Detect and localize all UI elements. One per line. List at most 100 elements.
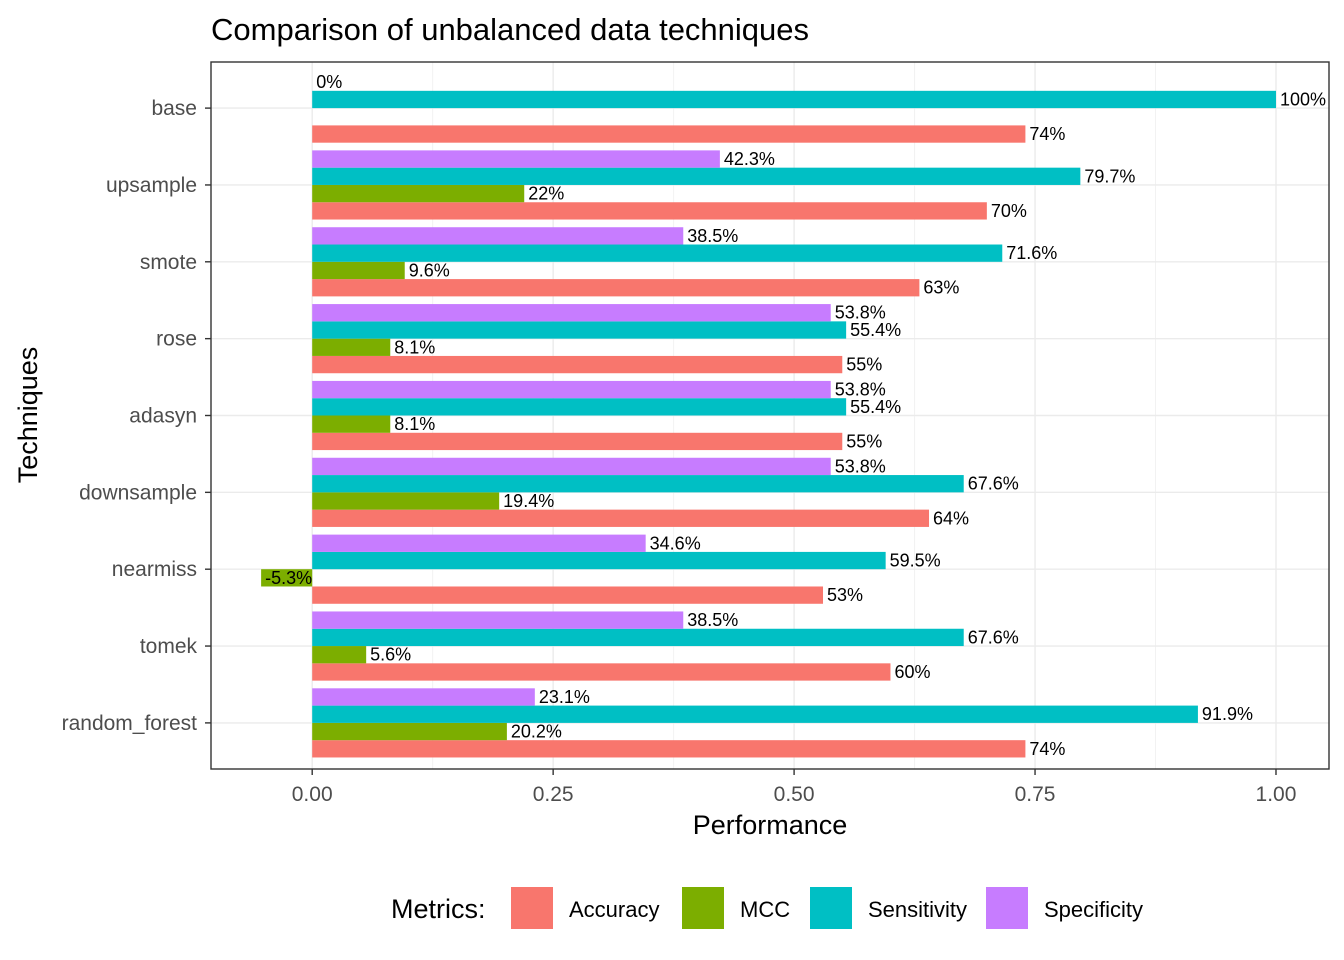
bar-label: 74% [1029,124,1065,144]
bar-sensitivity-smote [312,244,1003,262]
bar-label: 38.5% [687,610,738,630]
bars [261,90,1276,758]
legend-key-accuracy [511,887,553,929]
x-tick-label: 0.50 [774,783,815,806]
bar-mcc-upsample [312,184,525,203]
bar-accuracy-downsample [312,509,930,527]
y-tick-label: smote [140,251,197,274]
bar-label: 55% [846,355,882,375]
y-tick-label: downsample [79,481,197,504]
y-axis: random_forest tomek nearmiss downsample adas… [62,97,211,735]
bar-label: 0% [316,72,342,92]
chart-title: Comparison of unbalanced data techniques [211,12,809,47]
bar-mcc-tomek [312,646,367,664]
x-tick-label: 0.00 [292,783,333,806]
bar-mcc-downsample [312,492,500,510]
bar-sensitivity-adasyn [312,398,847,416]
bar-sensitivity-nearmiss [312,551,886,570]
legend-label: Specificity [1044,897,1143,922]
y-tick-label: base [151,97,197,120]
y-tick-label: rose [156,328,197,351]
bar-mcc-random-forest [312,722,507,741]
legend-label: Accuracy [569,897,659,922]
bar-label: 63% [923,278,959,298]
bar-label: 55% [846,431,882,451]
bar-label: 38.5% [687,226,738,246]
bar-mcc-smote [312,261,405,280]
bar-label: 71.6% [1006,243,1057,263]
bar-label: 53.8% [835,303,886,323]
bar-label: 67.6% [968,627,1019,647]
bar-label: 8.1% [394,414,435,434]
bar-label: 53.8% [835,456,886,476]
bar-sensitivity-upsample [312,167,1081,185]
bar-sensitivity-rose [312,321,847,339]
bar-accuracy-rose [312,355,843,374]
bar-mcc-nearmiss [261,569,313,587]
legend-label: Sensitivity [868,897,967,922]
bar-specificity-upsample [312,150,720,168]
bar-specificity-smote [312,227,684,245]
bar-label: 60% [894,662,930,682]
bar-accuracy-adasyn [312,432,843,451]
bar-label: 5.6% [370,645,411,665]
bar-mcc-adasyn [312,415,391,433]
bar-accuracy-tomek [312,663,891,681]
legend-title: Metrics: [391,894,486,924]
bar-specificity-rose [312,304,831,322]
bar-accuracy-upsample [312,202,987,220]
bar-specificity-nearmiss [312,534,646,552]
bar-sensitivity-tomek [312,628,964,647]
x-tick-label: 0.25 [533,783,574,806]
x-tick-label: 0.75 [1015,783,1056,806]
bar-label: 55.4% [850,397,901,417]
y-axis-title: Techniques [13,347,43,484]
bar-label: 74% [1029,739,1065,759]
bar-label: 59.5% [890,551,941,571]
bar-label: 22% [528,184,564,204]
bar-specificity-adasyn [312,380,831,399]
bar-label: 79.7% [1084,166,1135,186]
bar-labels: 74% 20.2% 91.9% 23.1% 60% 5.6% 67.6% 38.5% 53% -5… [265,72,1326,759]
bar-mcc-rose [312,338,391,356]
y-tick-label: adasyn [129,405,197,428]
bar-label: 53.8% [835,380,886,400]
bar-label: 23.1% [539,687,590,707]
bar-accuracy-random-forest [312,740,1026,758]
legend-key-specificity [986,887,1028,929]
bar-label: 42.3% [724,149,775,169]
bar-sensitivity-random-forest [312,705,1198,723]
bar-label: 20.2% [511,722,562,742]
y-tick-label: nearmiss [112,558,197,581]
bar-label: 34.6% [650,533,701,553]
bar-specificity-downsample [312,457,831,476]
bar-label: 70% [991,201,1027,221]
bar-label: 55.4% [850,320,901,340]
bar-accuracy-smote [312,279,920,297]
bar-accuracy-base [312,125,1026,143]
bar-label: 9.6% [409,260,450,280]
bar-label: -5.3% [265,568,312,588]
x-axis: 0.00 0.25 0.50 0.75 1.00 [292,769,1297,806]
legend: Metrics: Accuracy MCC Sensitivity Specifici… [391,887,1143,929]
legend-key-sensitivity [810,887,852,929]
bar-sensitivity-downsample [312,475,964,493]
y-tick-label: upsample [106,174,197,197]
bar-label: 91.9% [1202,704,1253,724]
bar-specificity-tomek [312,611,684,629]
bar-specificity-random-forest [312,688,535,706]
y-tick-label: tomek [140,635,198,658]
x-axis-title: Performance [693,810,848,840]
bar-label: 19.4% [503,491,554,511]
bar-label: 8.1% [394,337,435,357]
x-tick-label: 1.00 [1256,783,1297,806]
bar-label: 100% [1280,89,1326,109]
bar-label: 53% [827,585,863,605]
legend-key-mcc [682,887,724,929]
bar-label: 64% [933,508,969,528]
bar-accuracy-nearmiss [312,586,824,604]
legend-label: MCC [740,897,790,922]
y-tick-label: random_forest [62,712,198,735]
bar-label: 67.6% [968,474,1019,494]
